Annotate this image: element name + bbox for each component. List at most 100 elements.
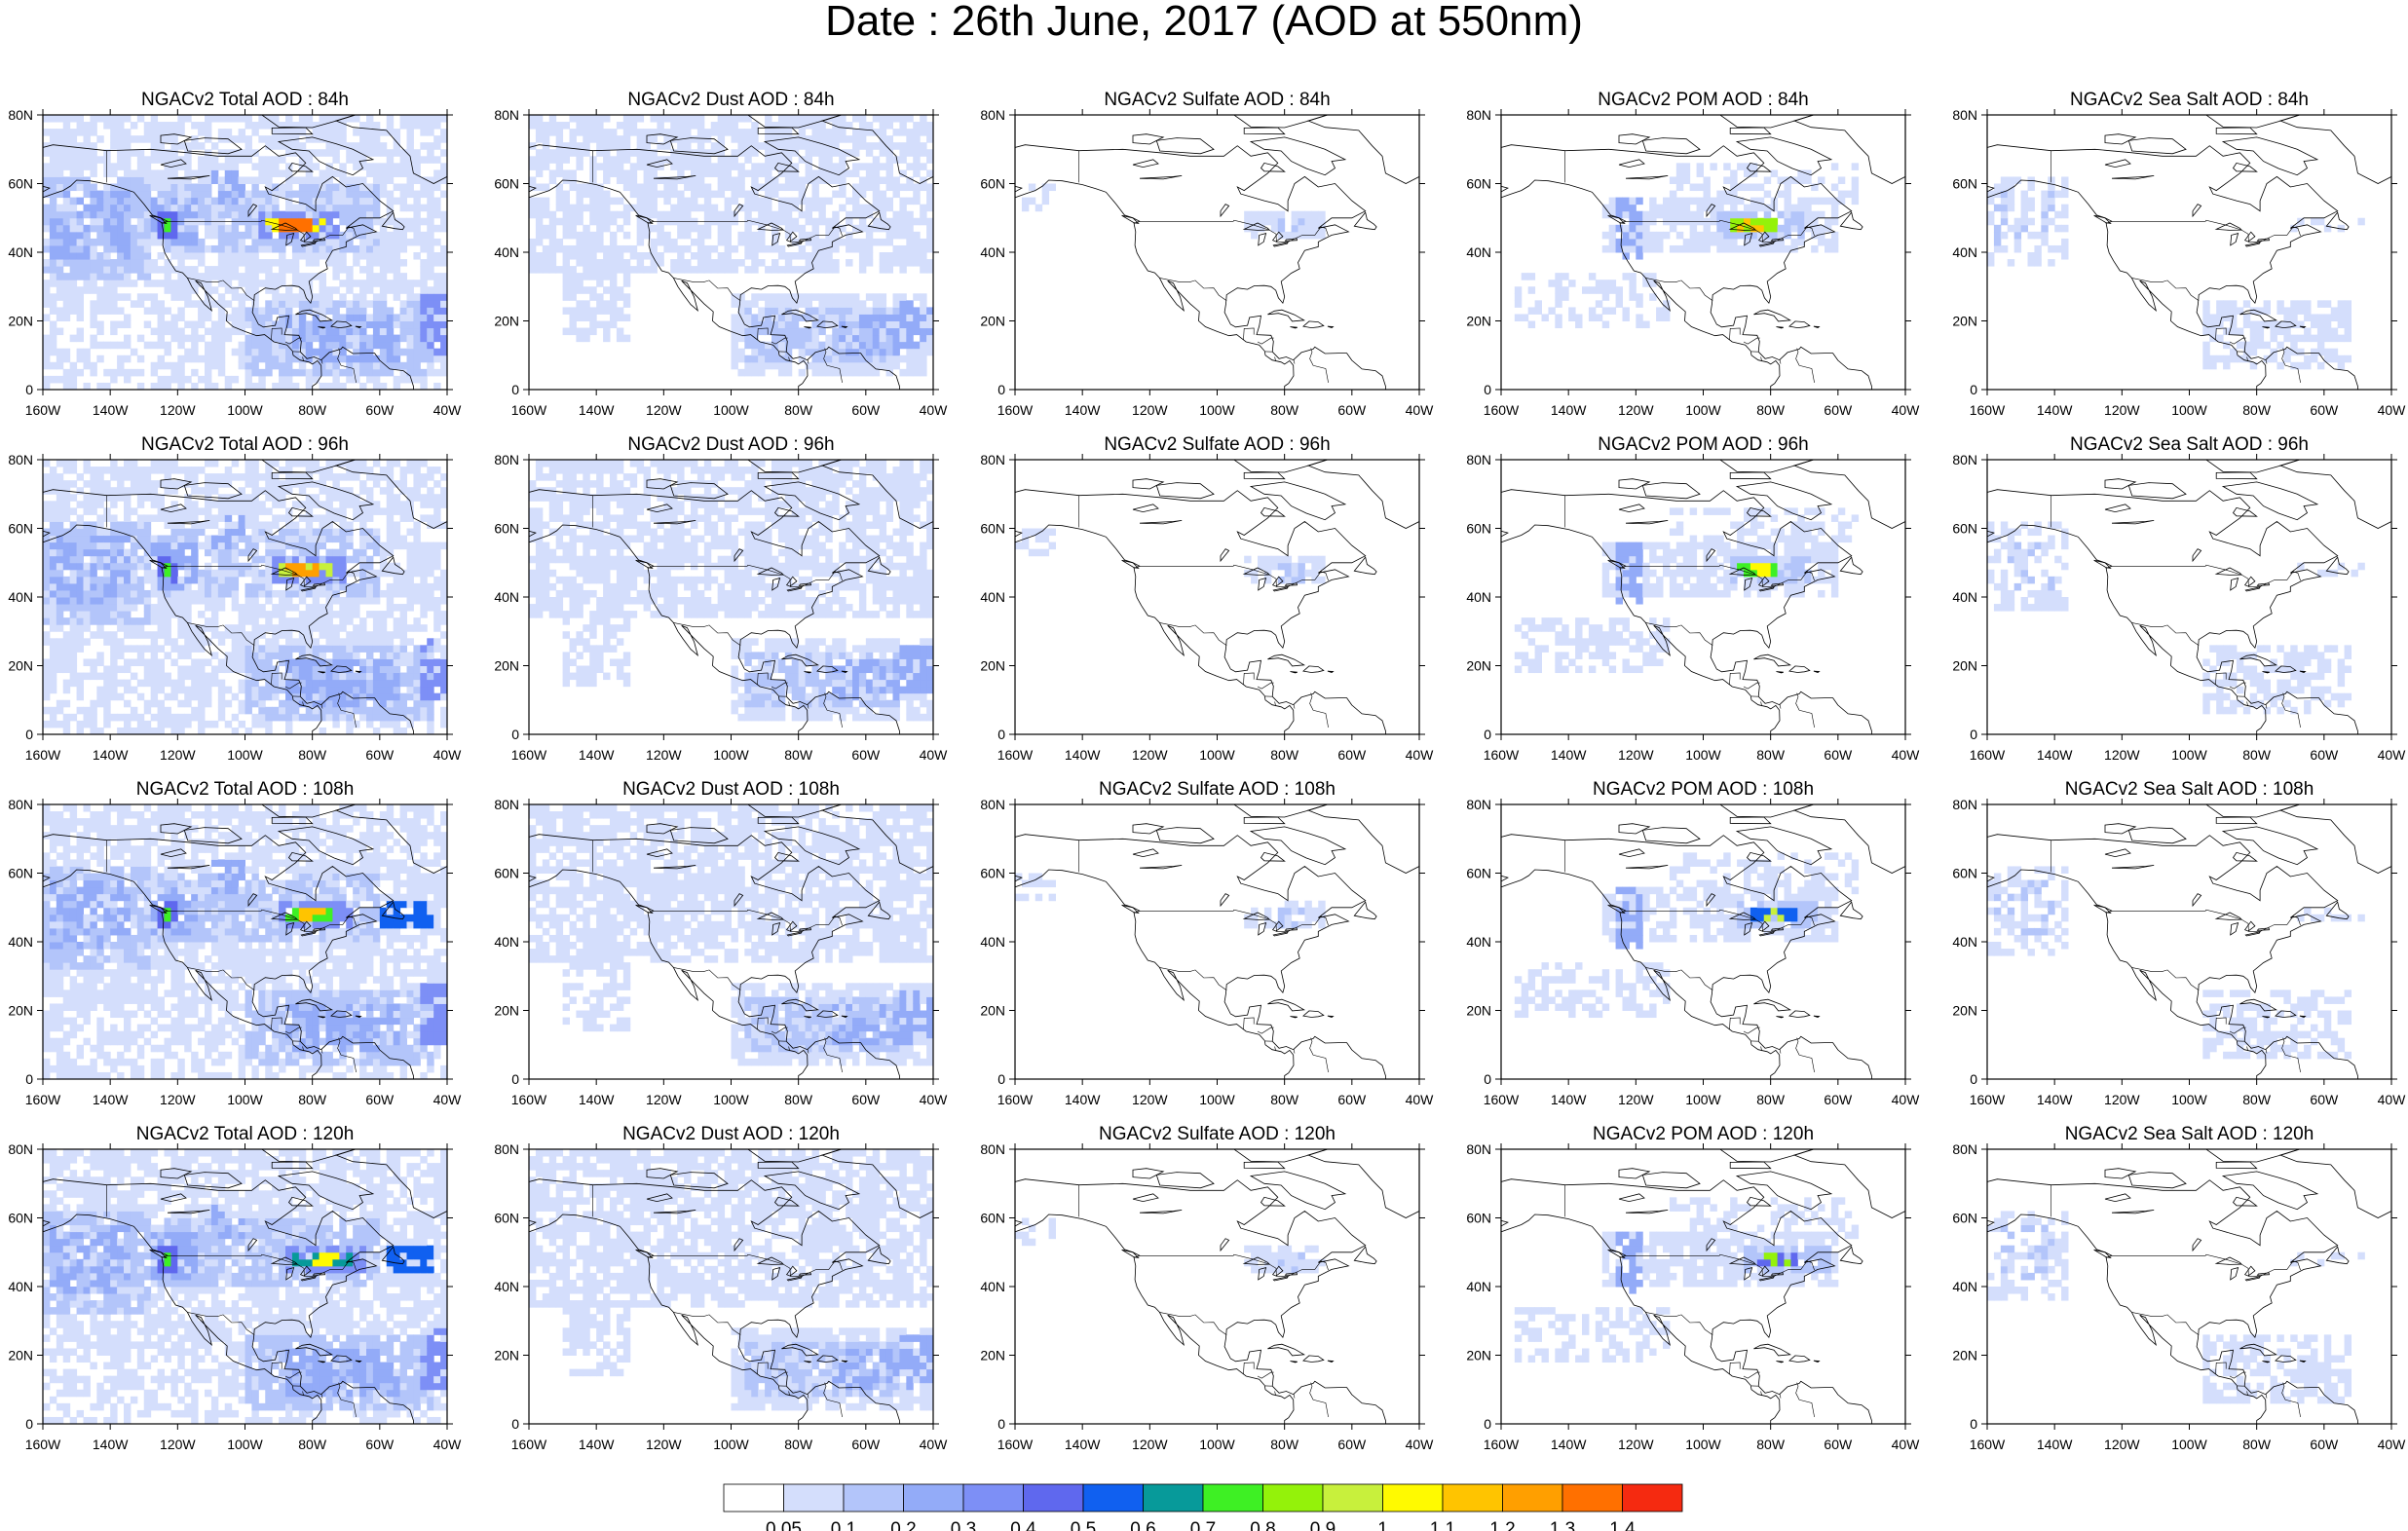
- aod-cell: [136, 300, 145, 308]
- aod-cell: [231, 266, 240, 274]
- aod-cell: [440, 176, 447, 184]
- aod-cell: [198, 638, 206, 646]
- aod-cell: [124, 259, 132, 267]
- aod-cell: [576, 252, 583, 260]
- aod-cell: [818, 348, 826, 356]
- aod-cell: [164, 129, 171, 136]
- aod-cell: [548, 149, 557, 157]
- aod-cell: [69, 204, 78, 212]
- aod-cell: [238, 252, 245, 260]
- aod-cell: [83, 183, 91, 192]
- aod-cell: [136, 156, 145, 164]
- aod-cell: [791, 115, 800, 123]
- aod-cell: [136, 334, 145, 343]
- aod-cell: [393, 348, 401, 356]
- lat-tick-label: 20N: [8, 314, 33, 329]
- aod-cell: [103, 604, 111, 612]
- aod-cell: [150, 645, 159, 653]
- island-outline: [1839, 211, 1863, 231]
- aod-cell: [440, 300, 447, 308]
- aod-cell: [839, 122, 847, 130]
- aod-cell: [603, 259, 611, 267]
- aod-cell: [56, 541, 64, 550]
- aod-cell: [650, 252, 658, 260]
- aod-cell: [555, 204, 564, 212]
- aod-cell: [69, 679, 78, 688]
- aod-cell: [319, 368, 326, 377]
- aod-cell: [62, 494, 71, 502]
- aod-cell: [926, 320, 933, 329]
- aod-cell: [117, 320, 125, 329]
- aod-cell: [758, 293, 766, 301]
- aod-cell: [265, 238, 273, 246]
- aod-cell: [49, 582, 57, 591]
- aod-cell: [339, 210, 347, 219]
- aod-cell: [717, 190, 726, 199]
- aod-cell: [832, 327, 840, 336]
- aod-cell: [69, 231, 78, 240]
- aod-cell: [440, 163, 447, 170]
- aod-cell: [305, 204, 314, 212]
- aod-cell: [879, 361, 887, 370]
- aod-cell: [684, 176, 692, 184]
- aod-cell: [926, 122, 933, 130]
- aod-cell: [366, 368, 374, 377]
- aod-cell: [818, 293, 826, 301]
- aod-cell: [265, 300, 273, 308]
- aod-cell: [1730, 169, 1738, 177]
- aod-cell: [198, 727, 206, 734]
- aod-cell: [399, 169, 407, 177]
- aod-cell: [2297, 300, 2305, 308]
- aod-cell: [832, 115, 840, 123]
- aod-cell: [217, 555, 226, 564]
- aod-cell: [198, 713, 206, 722]
- aod-cell: [285, 210, 293, 219]
- aod-cell: [610, 142, 618, 150]
- aod-cell: [143, 528, 152, 537]
- aod-cell: [1622, 210, 1630, 219]
- aod-cell: [184, 467, 192, 474]
- aod-cell: [379, 334, 388, 343]
- aod-cell: [198, 541, 206, 550]
- aod-cell: [90, 273, 97, 280]
- aod-cell: [339, 355, 347, 363]
- aod-cell: [157, 314, 165, 321]
- aod-cell: [366, 334, 374, 343]
- aod-cell: [150, 727, 159, 734]
- aod-cell: [372, 341, 381, 350]
- aod-cell: [325, 244, 333, 253]
- aod-cell: [177, 652, 185, 659]
- aod-cell: [238, 197, 245, 205]
- aod-cell: [353, 307, 360, 315]
- aod-cell: [393, 273, 401, 280]
- aod-cell: [164, 611, 171, 618]
- aod-cell: [291, 355, 300, 363]
- aod-cell: [285, 361, 293, 370]
- aod-cell: [372, 314, 381, 321]
- aod-cell: [1797, 231, 1805, 240]
- border-line: [771, 337, 788, 345]
- lon-tick-label: 160W: [25, 402, 61, 418]
- aod-cell: [366, 129, 374, 136]
- aod-cell: [535, 169, 544, 177]
- aod-cell: [865, 142, 874, 150]
- aod-cell: [265, 204, 273, 212]
- aod-cell: [1790, 176, 1798, 184]
- aod-cell: [184, 115, 192, 123]
- aod-cell: [636, 115, 645, 123]
- aod-cell: [49, 217, 57, 226]
- aod-cell: [224, 699, 233, 708]
- aod-cell: [339, 244, 347, 253]
- aod-cell: [319, 190, 326, 199]
- aod-cell: [2337, 300, 2346, 308]
- aod-cell: [272, 280, 280, 287]
- aod-cell: [62, 720, 71, 728]
- aod-cell: [205, 480, 212, 488]
- aod-cell: [332, 382, 340, 390]
- aod-cell: [758, 238, 766, 246]
- aod-cell: [832, 293, 840, 301]
- aod-cell: [1629, 286, 1637, 294]
- island-outline: [381, 211, 405, 231]
- aod-cell: [198, 244, 206, 253]
- aod-cell: [224, 149, 233, 157]
